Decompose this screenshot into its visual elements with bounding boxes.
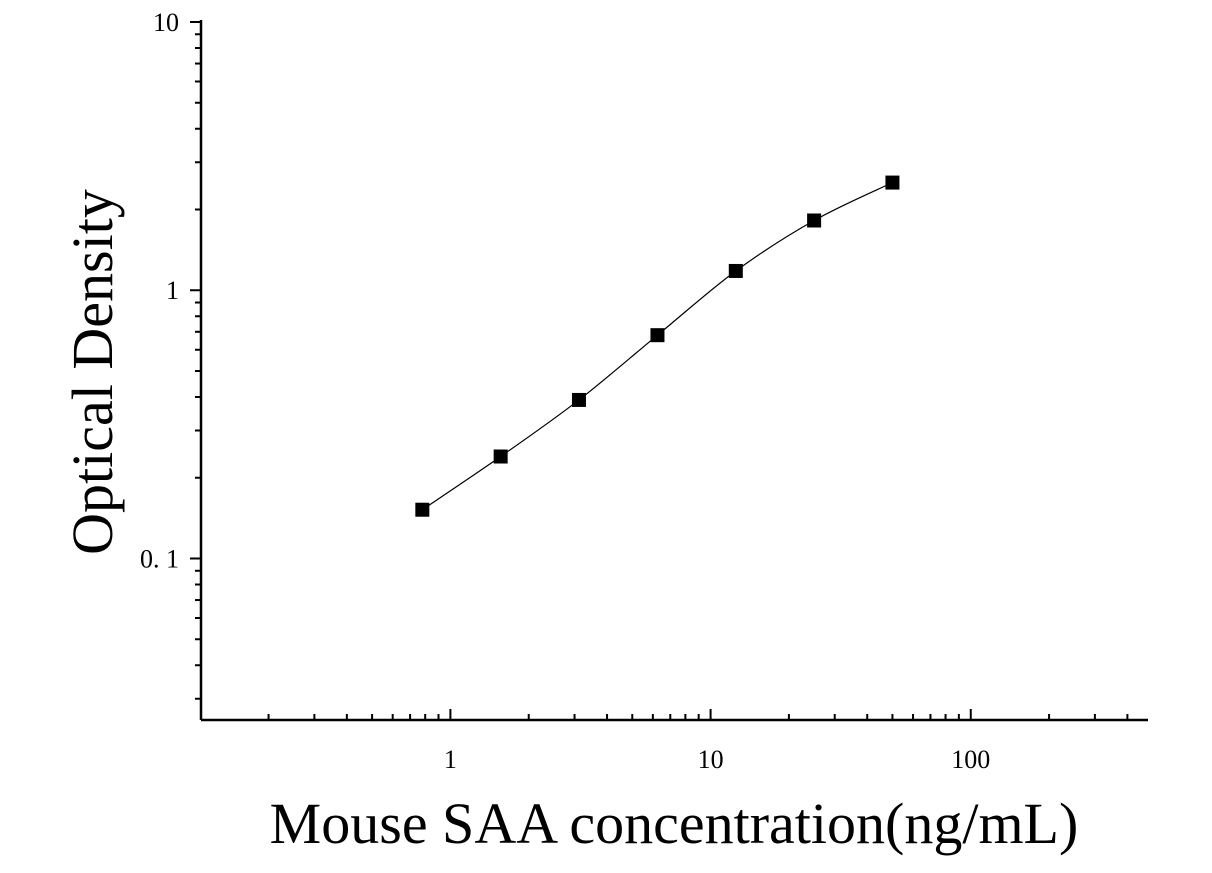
data-point [728, 263, 743, 278]
fit-curve-layer [421, 182, 893, 511]
x-tick-label: 10 [698, 745, 724, 774]
data-point [415, 502, 430, 517]
x-tick-label: 100 [951, 745, 990, 774]
y-axis-title: Optical Density [60, 189, 125, 555]
axes: 1 10 100 0. 1 1 10 [140, 8, 1148, 774]
y-tick-label: 10 [153, 8, 179, 37]
data-point [885, 175, 900, 190]
y-tick-label: 1 [166, 276, 179, 305]
x-axis-title: Mouse SAA concentration(ng/mL) [270, 791, 1079, 856]
y-tick-label: 0. 1 [140, 544, 179, 573]
data-points-layer [415, 175, 900, 517]
fit-curve [421, 182, 893, 511]
data-point [571, 392, 586, 407]
data-point [650, 328, 665, 343]
data-point [807, 213, 822, 228]
x-tick-label: 1 [444, 745, 457, 774]
data-point [493, 449, 508, 464]
